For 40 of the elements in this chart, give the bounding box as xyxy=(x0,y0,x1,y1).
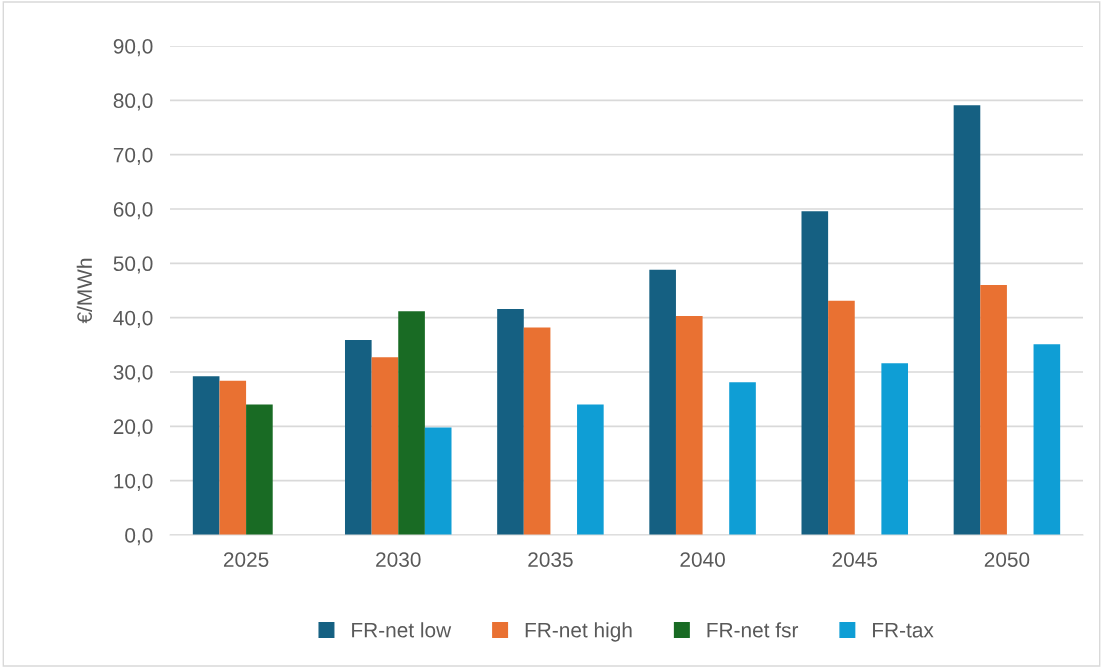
x-tick-label: 2045 xyxy=(832,552,878,567)
y-axis-title: €/MWh xyxy=(76,258,93,324)
legend-label: FR-tax xyxy=(873,622,934,638)
bar xyxy=(192,376,220,535)
bar xyxy=(246,404,273,535)
bar xyxy=(398,311,425,535)
bar xyxy=(980,285,1007,535)
y-tick-label: 20,0 xyxy=(113,419,153,437)
legend-label: FR-net low xyxy=(352,622,452,638)
y-tick-label: 0,0 xyxy=(125,528,153,546)
bar xyxy=(881,363,909,535)
bar xyxy=(729,382,756,535)
bar xyxy=(497,308,524,535)
x-tick-label: 2030 xyxy=(376,552,421,567)
bar xyxy=(953,105,981,535)
y-tick-label: 90,0 xyxy=(113,39,153,57)
y-tick-label: 40,0 xyxy=(113,310,153,328)
y-tick-label: 60,0 xyxy=(113,202,153,220)
y-tick-label: 80,0 xyxy=(113,93,153,111)
legend-label: FR-net high xyxy=(525,622,632,642)
bar xyxy=(577,404,604,535)
bar xyxy=(371,357,399,535)
y-tick-label: 10,0 xyxy=(114,473,153,491)
x-tick-label: 2040 xyxy=(680,552,725,567)
bar xyxy=(828,300,855,535)
legend-label: FR-net fsr xyxy=(707,622,799,638)
bar xyxy=(344,339,372,535)
bar xyxy=(801,211,829,535)
x-tick-label: 2035 xyxy=(528,552,573,567)
bar xyxy=(675,316,703,535)
x-tick-label: 2050 xyxy=(984,552,1030,567)
y-tick-label: 70,0 xyxy=(113,147,153,165)
bar xyxy=(424,427,452,535)
bar xyxy=(1033,344,1061,535)
x-tick-label: 2025 xyxy=(223,552,269,567)
y-tick-label: 50,0 xyxy=(113,256,153,274)
bar xyxy=(649,269,676,535)
bar xyxy=(219,380,247,535)
bar xyxy=(523,327,551,535)
y-tick-label: 30,0 xyxy=(113,365,153,383)
